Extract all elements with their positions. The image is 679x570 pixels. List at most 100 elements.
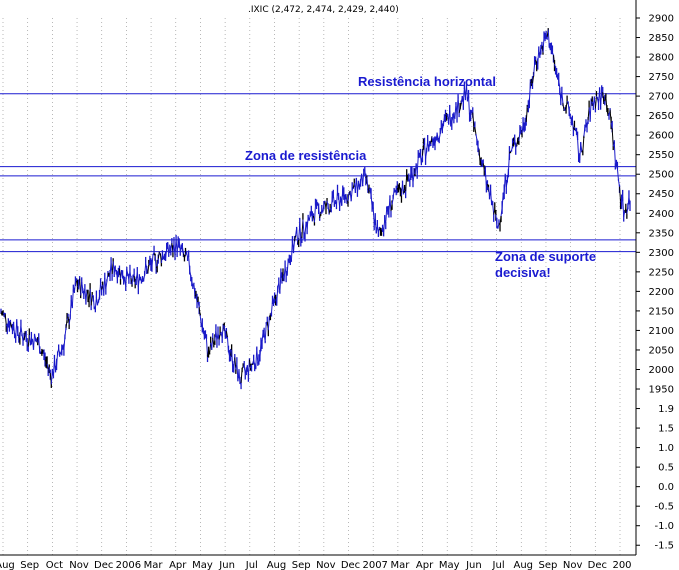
price-segment xyxy=(251,363,253,366)
price-segment xyxy=(98,296,101,302)
price-segment xyxy=(424,143,427,159)
price-segment xyxy=(58,348,61,354)
price-segment xyxy=(606,110,609,115)
price-segment xyxy=(145,264,148,268)
x-tick-label: Apr xyxy=(416,560,434,570)
price-segment xyxy=(149,262,152,265)
price-segment xyxy=(413,173,416,176)
price-segment xyxy=(603,100,606,103)
price-segment xyxy=(515,145,518,148)
price-segment xyxy=(622,197,625,217)
price-segment xyxy=(552,55,556,65)
price-segment xyxy=(495,214,498,225)
price-segment xyxy=(469,114,472,118)
price-segment xyxy=(199,315,202,326)
price-segment xyxy=(319,213,322,219)
price-segment xyxy=(345,194,348,202)
price-segment xyxy=(473,125,476,128)
price-segment xyxy=(490,190,493,205)
y-tick-label: 2800 xyxy=(649,53,674,64)
price-segment xyxy=(68,316,71,325)
price-segment xyxy=(548,46,551,50)
price-segment xyxy=(25,337,28,345)
price-segment xyxy=(294,235,297,242)
price-segment xyxy=(73,281,76,293)
price-segment xyxy=(366,176,369,190)
price-segment xyxy=(226,336,229,352)
price-segment xyxy=(44,359,47,363)
price-segment xyxy=(320,210,323,215)
price-segment xyxy=(579,143,582,161)
price-segment xyxy=(112,261,115,273)
x-tick-label: Oct xyxy=(46,560,63,570)
price-segment xyxy=(308,214,311,221)
horizontal-lines xyxy=(0,93,636,253)
price-segment xyxy=(425,151,428,159)
price-segment xyxy=(392,189,395,200)
y-tick-label: 2500 xyxy=(649,170,674,181)
price-segment xyxy=(256,348,259,364)
price-segment xyxy=(90,294,93,306)
price-segment xyxy=(3,312,6,315)
price-segment xyxy=(96,301,99,305)
price-segment xyxy=(412,174,415,182)
price-segment xyxy=(205,338,209,357)
price-segment xyxy=(381,228,384,232)
price-segment xyxy=(583,126,586,137)
price-segment xyxy=(190,275,193,282)
price-series xyxy=(0,28,631,390)
price-segment xyxy=(195,296,198,302)
price-segment xyxy=(267,316,270,331)
price-segment xyxy=(330,196,333,212)
price-segment xyxy=(500,207,503,217)
price-segment xyxy=(571,121,574,130)
price-segment xyxy=(505,180,508,187)
x-tick-label: Jul xyxy=(245,560,258,570)
price-segment xyxy=(178,242,181,250)
price-segment xyxy=(615,165,618,169)
price-segment xyxy=(478,149,481,163)
price-segment xyxy=(525,107,528,122)
price-segment xyxy=(470,112,473,115)
price-segment xyxy=(511,145,514,151)
price-segment xyxy=(154,255,157,268)
price-segment xyxy=(350,189,353,201)
price-segment xyxy=(494,209,497,215)
price-segment xyxy=(510,150,512,153)
price-segment xyxy=(595,95,598,100)
price-segment xyxy=(257,360,260,364)
y-tick-label: 2900 xyxy=(649,14,674,25)
price-segment xyxy=(386,206,389,213)
price-segment xyxy=(421,145,424,156)
price-segment xyxy=(106,273,109,282)
price-segment xyxy=(342,188,345,194)
price-segment xyxy=(434,139,437,144)
y-tick-label: 1.9 xyxy=(658,404,674,415)
price-segment xyxy=(259,343,262,358)
price-segment xyxy=(326,200,329,207)
price-segment xyxy=(518,131,521,142)
chart-title: .IXIC (2,472, 2,474, 2,429, 2,440) xyxy=(248,5,399,15)
x-tick-label: Nov xyxy=(69,560,89,570)
price-segment xyxy=(240,368,243,384)
price-segment xyxy=(519,131,522,134)
price-segment xyxy=(438,133,441,140)
y-tick-label: 2550 xyxy=(649,150,674,161)
y-tick-label: 2650 xyxy=(649,111,674,122)
price-segment xyxy=(568,112,571,119)
price-segment xyxy=(450,122,453,125)
price-segment xyxy=(29,338,32,345)
price-segment xyxy=(16,321,19,333)
price-segment xyxy=(205,337,207,340)
price-segment xyxy=(523,124,526,129)
price-segment xyxy=(521,124,524,134)
price-segment xyxy=(261,332,264,342)
price-segment xyxy=(22,339,25,342)
x-tick-label: Jul xyxy=(492,560,505,570)
price-segment xyxy=(20,326,23,334)
price-segment xyxy=(218,333,221,340)
price-segment xyxy=(577,138,580,158)
price-segment xyxy=(189,270,192,276)
price-segment xyxy=(299,223,302,241)
